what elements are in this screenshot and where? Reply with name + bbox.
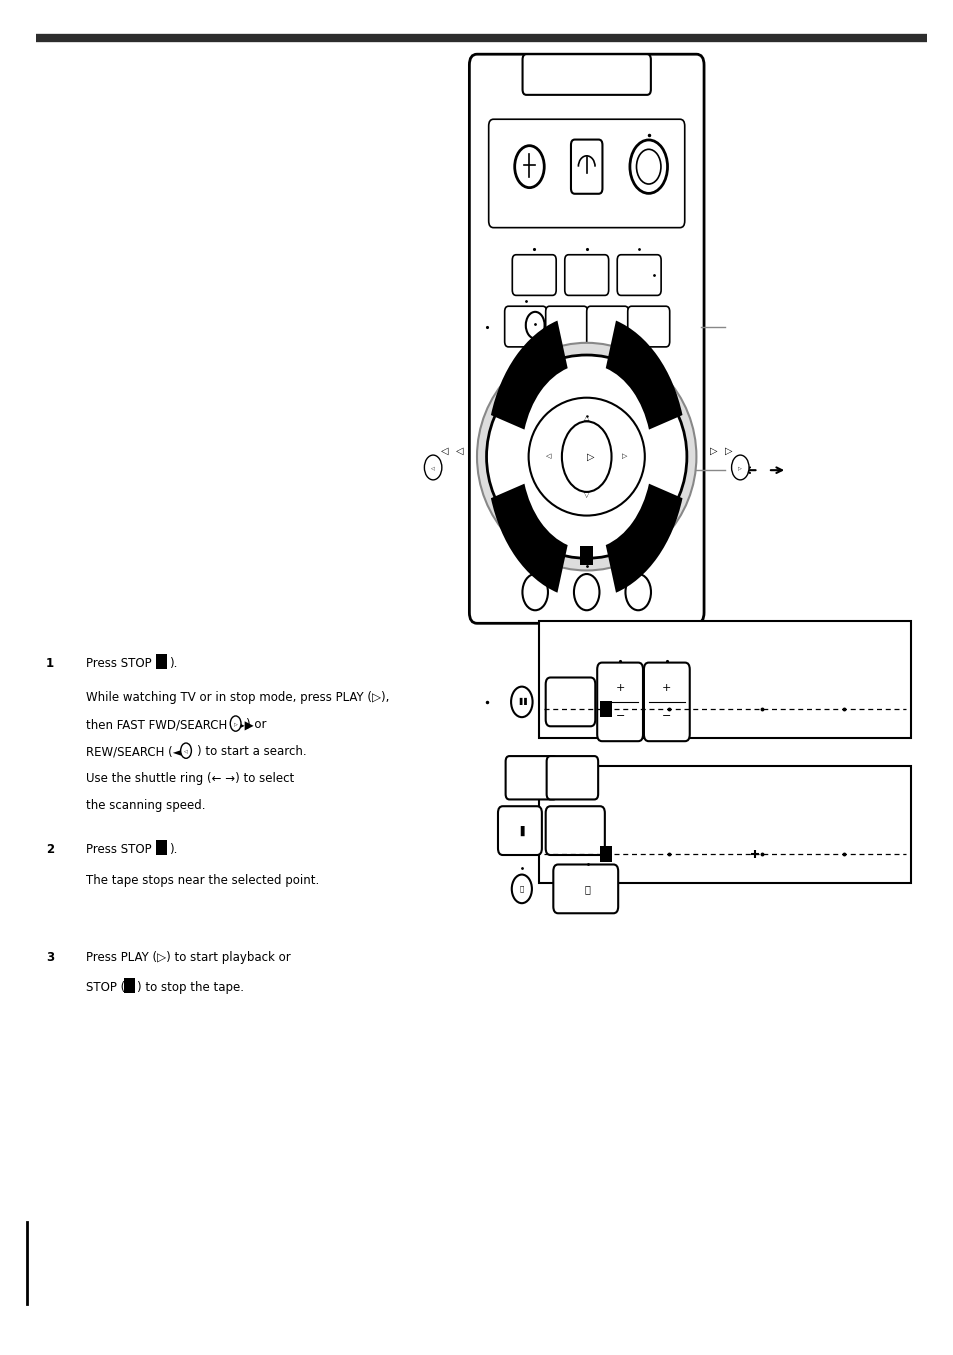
Wedge shape — [605, 321, 681, 430]
Text: −: − — [615, 711, 624, 721]
FancyBboxPatch shape — [512, 255, 556, 295]
Ellipse shape — [528, 398, 644, 516]
FancyBboxPatch shape — [617, 255, 660, 295]
Text: +: + — [661, 683, 671, 692]
Circle shape — [561, 421, 611, 492]
Circle shape — [625, 509, 650, 545]
Wedge shape — [491, 321, 567, 430]
Circle shape — [515, 146, 543, 187]
Wedge shape — [491, 484, 567, 592]
Text: Use the shuttle ring (← →) to select: Use the shuttle ring (← →) to select — [86, 772, 294, 786]
FancyBboxPatch shape — [497, 806, 541, 855]
Ellipse shape — [476, 343, 696, 570]
Text: ▷: ▷ — [621, 454, 627, 459]
Text: ).: ). — [169, 657, 177, 671]
Circle shape — [511, 687, 532, 717]
Text: 3: 3 — [46, 951, 54, 965]
Circle shape — [625, 444, 650, 480]
Text: ◁: ◁ — [456, 446, 463, 457]
Text: ◁: ◁ — [545, 454, 551, 459]
Bar — [538, 766, 910, 883]
Bar — [579, 546, 593, 565]
Text: STOP (: STOP ( — [86, 981, 125, 995]
Bar — [124, 978, 134, 993]
Text: Press PLAY (▷) to start playback or: Press PLAY (▷) to start playback or — [86, 951, 291, 965]
FancyBboxPatch shape — [545, 806, 604, 855]
Text: ◁: ◁ — [431, 465, 435, 470]
Circle shape — [230, 715, 241, 732]
Circle shape — [574, 575, 598, 610]
FancyBboxPatch shape — [545, 306, 587, 347]
Text: ▷: ▷ — [738, 465, 741, 470]
Circle shape — [574, 509, 598, 545]
Circle shape — [625, 379, 650, 415]
FancyBboxPatch shape — [504, 306, 546, 347]
Text: ) to stop the tape.: ) to stop the tape. — [137, 981, 244, 995]
Text: Press STOP (: Press STOP ( — [86, 657, 160, 671]
FancyBboxPatch shape — [586, 306, 628, 347]
Text: ▐▐: ▐▐ — [516, 698, 527, 706]
FancyBboxPatch shape — [553, 864, 618, 913]
Text: REW/SEARCH (◄◄: REW/SEARCH (◄◄ — [86, 745, 191, 759]
Circle shape — [511, 874, 532, 904]
FancyBboxPatch shape — [469, 54, 703, 623]
FancyBboxPatch shape — [597, 663, 642, 741]
Circle shape — [574, 444, 598, 480]
Circle shape — [574, 379, 598, 415]
Text: ▷: ▷ — [233, 721, 237, 726]
Text: 2: 2 — [46, 843, 54, 856]
Text: Press STOP (: Press STOP ( — [86, 843, 160, 856]
Circle shape — [522, 379, 547, 415]
Circle shape — [636, 149, 660, 184]
Text: 1: 1 — [46, 657, 54, 671]
Circle shape — [629, 140, 667, 194]
Circle shape — [522, 444, 547, 480]
Text: ▐: ▐ — [516, 825, 523, 836]
Text: +: + — [615, 683, 624, 692]
Text: ॥: ॥ — [584, 883, 590, 894]
Text: ◁: ◁ — [184, 748, 188, 753]
FancyBboxPatch shape — [522, 54, 650, 95]
Text: ▷: ▷ — [586, 451, 594, 462]
Bar — [599, 846, 611, 862]
Text: ◁: ◁ — [440, 446, 448, 457]
Text: ▷: ▷ — [709, 446, 717, 457]
Text: ) to start a search.: ) to start a search. — [196, 745, 306, 759]
Circle shape — [525, 312, 544, 339]
Text: then FAST FWD/SEARCH (▶▶: then FAST FWD/SEARCH (▶▶ — [86, 718, 253, 732]
Wedge shape — [605, 484, 681, 592]
Text: The tape stops near the selected point.: The tape stops near the selected point. — [86, 874, 318, 888]
FancyBboxPatch shape — [488, 119, 684, 228]
Text: the scanning speed.: the scanning speed. — [86, 799, 205, 813]
FancyBboxPatch shape — [570, 140, 602, 194]
Text: While watching TV or in stop mode, press PLAY (▷),: While watching TV or in stop mode, press… — [86, 691, 389, 705]
Circle shape — [424, 455, 441, 480]
Circle shape — [731, 455, 748, 480]
Bar — [156, 840, 167, 855]
Bar — [156, 654, 167, 669]
FancyBboxPatch shape — [546, 756, 598, 799]
Text: ॥: ॥ — [519, 886, 523, 892]
Circle shape — [522, 575, 547, 610]
Text: ▽: ▽ — [583, 492, 589, 499]
Circle shape — [180, 743, 192, 759]
FancyBboxPatch shape — [627, 306, 669, 347]
Ellipse shape — [486, 355, 686, 558]
Text: ).: ). — [169, 843, 177, 856]
Bar — [599, 701, 611, 717]
Circle shape — [522, 509, 547, 545]
Bar — [753, 852, 755, 855]
Bar — [538, 621, 910, 738]
FancyBboxPatch shape — [545, 678, 595, 726]
Text: ▷: ▷ — [724, 446, 732, 457]
FancyBboxPatch shape — [643, 663, 689, 741]
Text: −: − — [661, 711, 671, 721]
Circle shape — [625, 575, 650, 610]
FancyBboxPatch shape — [505, 756, 557, 799]
Text: ) or: ) or — [246, 718, 266, 732]
Text: △: △ — [583, 415, 589, 421]
FancyBboxPatch shape — [564, 255, 608, 295]
